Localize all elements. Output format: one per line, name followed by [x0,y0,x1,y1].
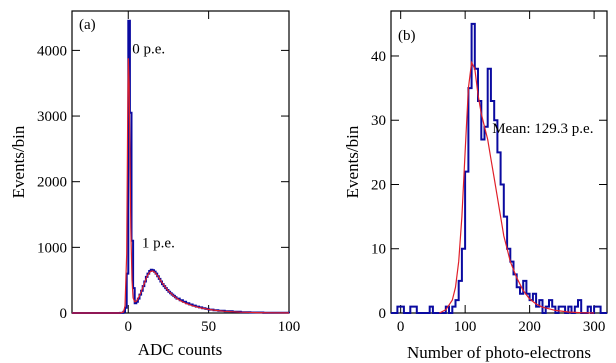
histogram-series [391,22,607,314]
ticks-b: 0 100 200 300 0 10 20 30 40 [371,11,607,335]
y-axis-label-a: Events/bin [9,125,28,198]
annotation-0pe: 0 p.e. [132,42,165,58]
y-tick-label: 20 [371,177,386,193]
panel-label-a: (a) [79,17,96,33]
x-tick-label: 50 [201,319,216,335]
histogram-series [72,19,290,314]
x-tick-label: 100 [278,319,301,335]
y-tick-label: 2000 [37,175,67,191]
y-tick-label: 0 [379,306,387,322]
y-tick-label: 1000 [37,240,67,256]
x-tick-label: 0 [125,319,133,335]
plot-frame-a [71,10,290,314]
x-axis-label-b: Number of photo-electrons [407,343,591,362]
y-axis-label-b: Events/bin [343,125,362,198]
fit-curve [72,58,290,314]
y-tick-label: 10 [371,242,386,258]
panel-label-b: (b) [398,28,416,44]
plot-frame-b [390,10,608,314]
x-tick-label: 300 [583,319,606,335]
y-tick-label: 4000 [37,43,67,59]
annotation-mean: Mean: 129.3 p.e. [492,121,593,137]
fit-curve [439,60,595,314]
x-tick-label: 100 [454,319,477,335]
annotation-1pe: 1 p.e. [142,235,175,251]
y-tick-label: 3000 [37,109,67,125]
y-tick-label: 0 [60,306,68,322]
plot-area-b [391,22,607,314]
x-tick-label: 0 [397,319,405,335]
x-tick-label: 200 [518,319,541,335]
panel-b: 0 100 200 300 0 10 20 30 40 (b) Mean: 129.3 p.e.… [343,10,608,362]
x-axis-label-a: ADC counts [138,340,223,359]
y-tick-label: 30 [371,113,386,129]
plot-area-a [72,19,290,314]
y-tick-label: 40 [371,49,386,65]
